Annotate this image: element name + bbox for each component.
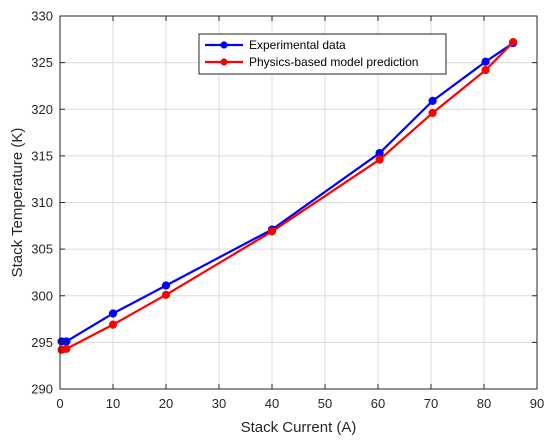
y-tick-label: 310 <box>31 195 53 210</box>
data-point <box>375 155 384 164</box>
data-point <box>108 309 118 318</box>
x-tick-label: 60 <box>371 396 385 411</box>
data-point <box>267 227 277 236</box>
legend-label: Experimental data <box>249 38 346 52</box>
y-tick-label: 315 <box>31 148 53 163</box>
y-tick-label: 330 <box>31 9 53 24</box>
y-tick-label: 295 <box>31 335 53 350</box>
y-tick-label: 325 <box>31 55 53 70</box>
legend-box <box>198 33 447 75</box>
y-axis-ticks: 290 295 300 305 310 315 320 325 330 <box>31 9 537 397</box>
x-axis-label: Stack Current (A) <box>241 419 357 436</box>
x-tick-label: 80 <box>477 396 491 411</box>
y-tick-label: 300 <box>31 288 53 303</box>
legend-swatch-marker <box>220 58 228 66</box>
data-point <box>428 108 437 118</box>
y-axis-label: Stack Temperature (K) <box>9 128 26 278</box>
x-tick-label: 20 <box>159 396 173 411</box>
series-2 <box>57 38 518 354</box>
data-point <box>161 281 171 290</box>
data-point <box>161 290 171 299</box>
x-axis-ticks: 0 10 20 30 40 50 60 70 80 90 <box>56 16 544 411</box>
y-tick-label: 290 <box>31 382 53 397</box>
x-tick-label: 0 <box>56 396 63 411</box>
legend-label: Physics-based model prediction <box>249 55 418 69</box>
data-point <box>62 344 71 354</box>
x-tick-label: 10 <box>106 396 120 411</box>
data-point <box>108 320 118 329</box>
x-tick-label: 50 <box>318 396 332 411</box>
y-tick-label: 305 <box>31 242 53 257</box>
legend-item: Experimental data <box>205 38 346 52</box>
data-point <box>481 65 490 75</box>
data-point <box>481 57 490 66</box>
series-layer <box>57 38 518 354</box>
legend: Experimental data Physics-based model pre… <box>198 33 447 75</box>
data-point <box>428 96 437 105</box>
x-tick-label: 70 <box>424 396 438 411</box>
legend-item: Physics-based model prediction <box>205 55 418 69</box>
x-tick-label: 90 <box>530 396 544 411</box>
legend-swatch-marker <box>220 41 228 49</box>
data-point <box>509 38 518 47</box>
data-point <box>62 337 71 346</box>
y-tick-label: 320 <box>31 102 53 117</box>
x-tick-label: 30 <box>212 396 226 411</box>
x-tick-label: 40 <box>265 396 279 411</box>
